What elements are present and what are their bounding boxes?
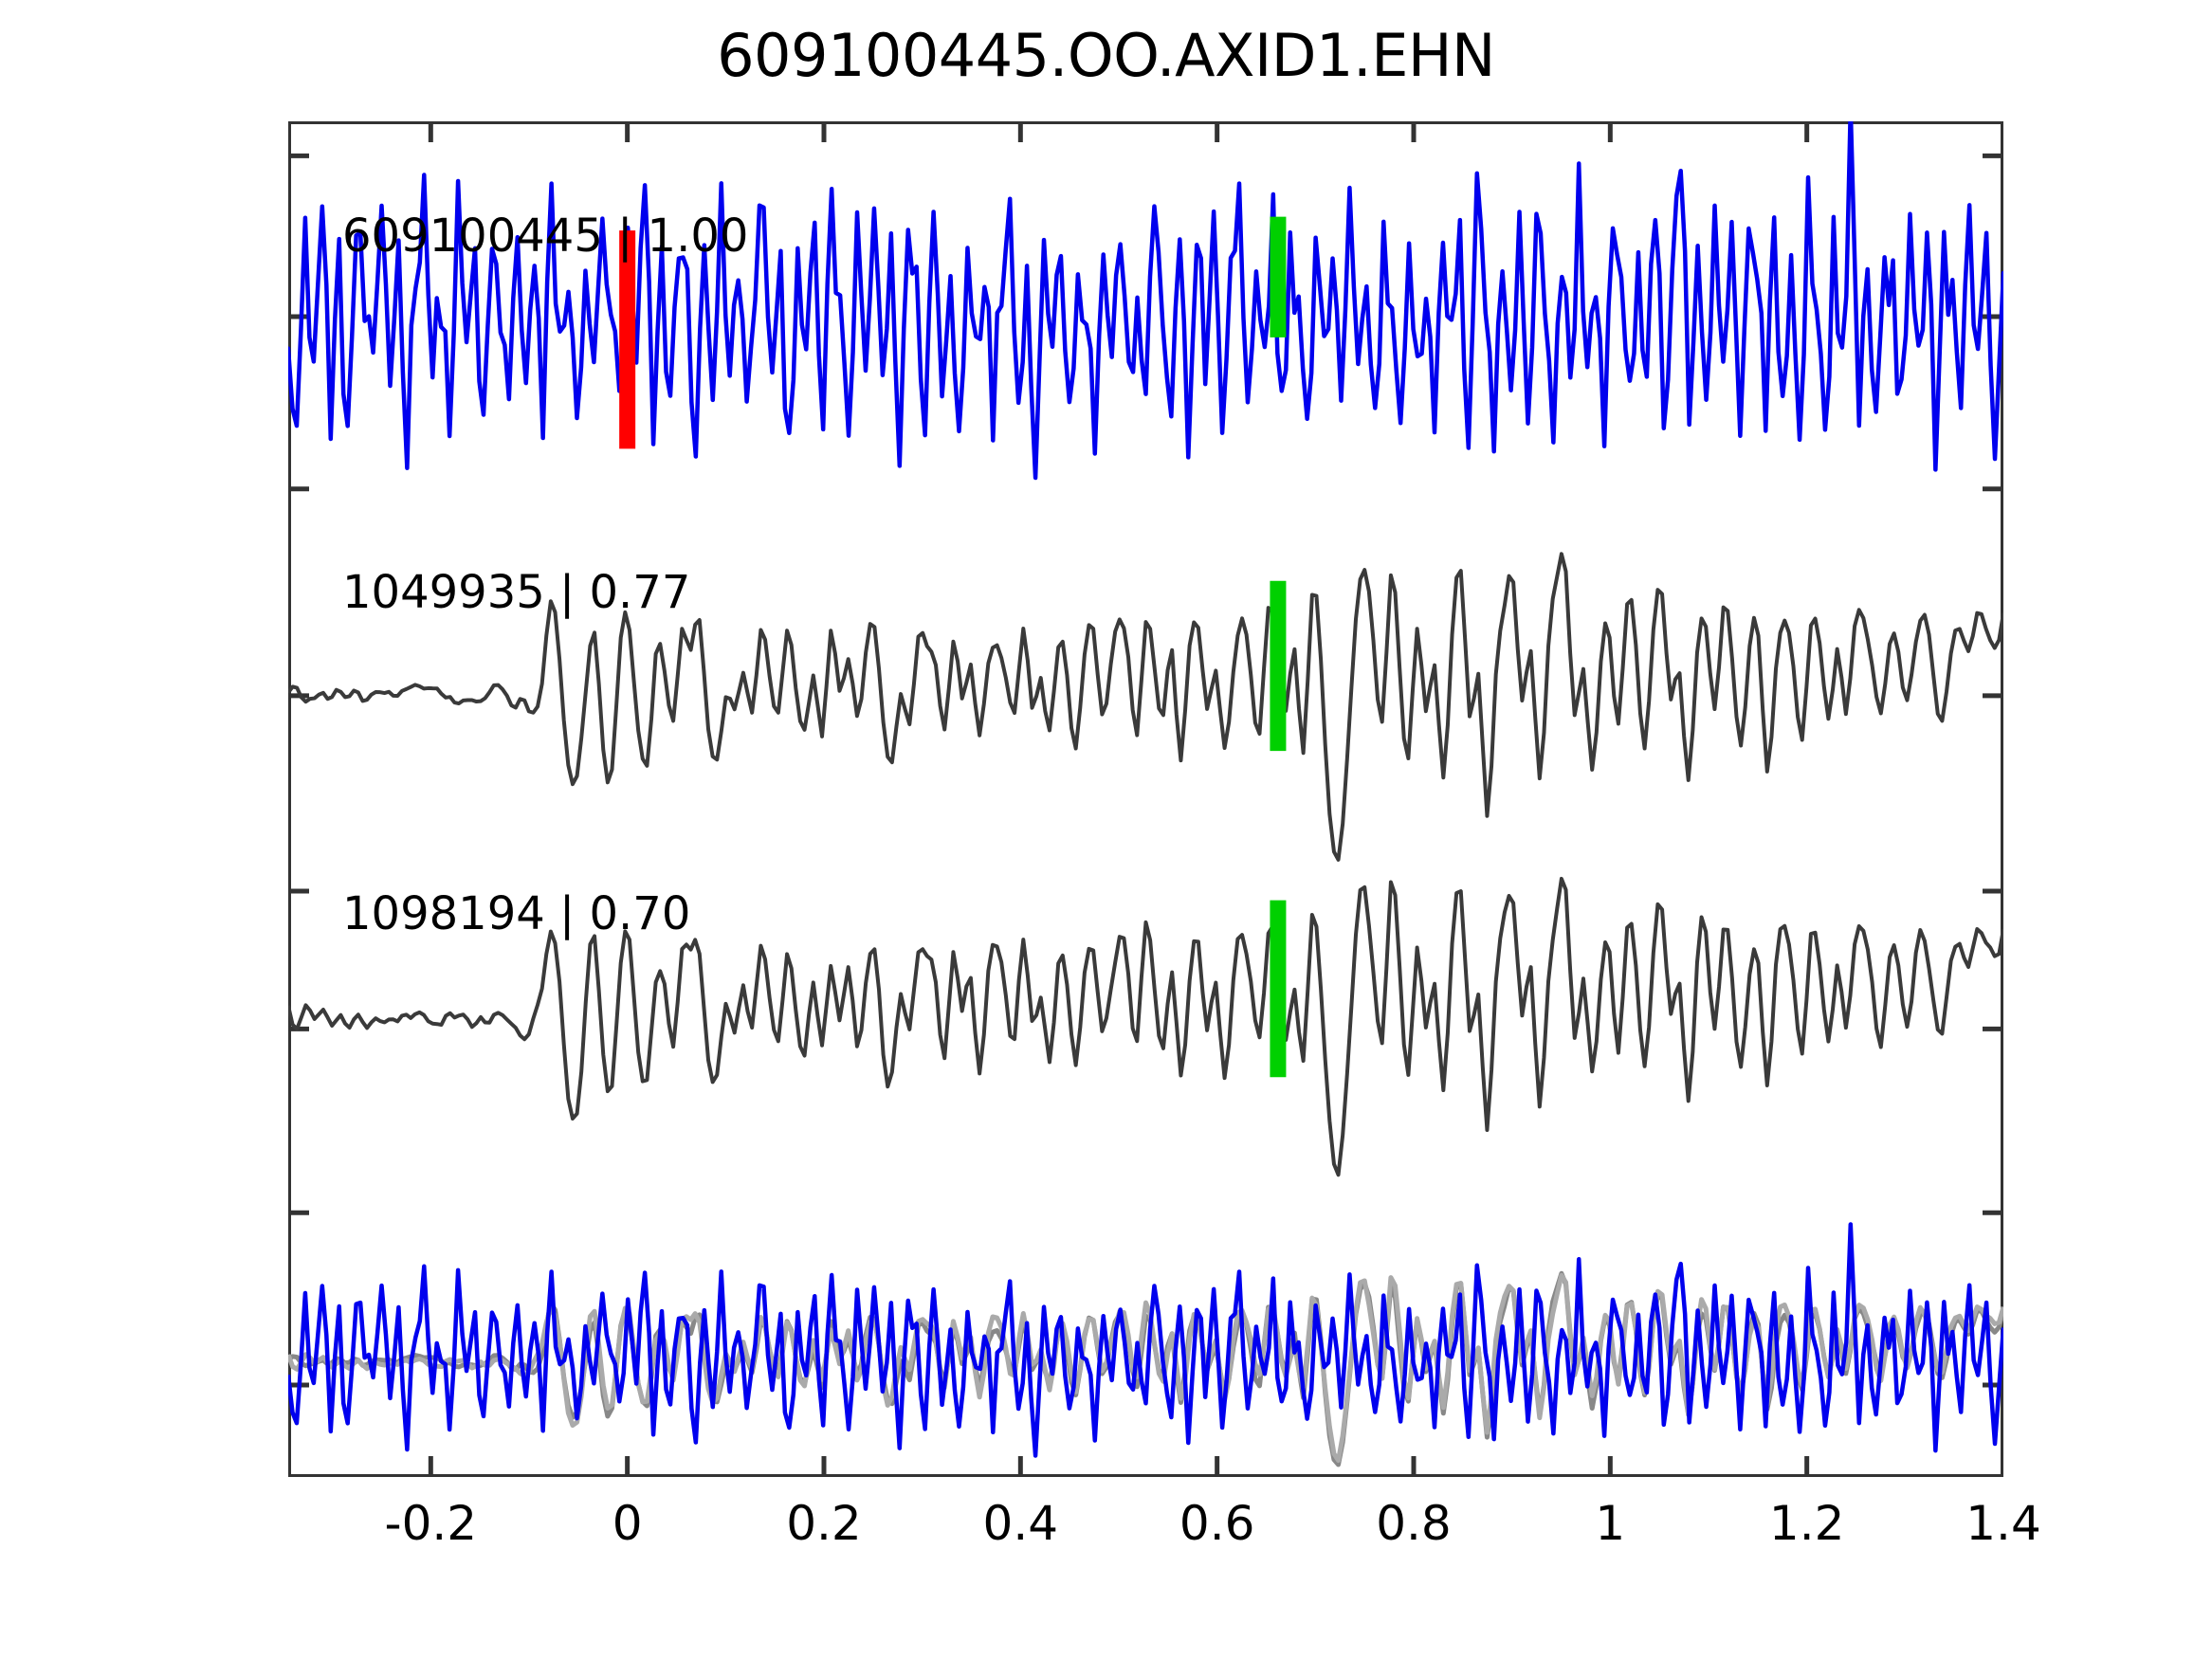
x-tick-label: 0.2: [786, 1496, 862, 1551]
x-axis-tick-labels: -0.2 0 0.2 0.4 0.6 0.8 1 1.2 1.4: [288, 1496, 2041, 1562]
pick-markers: [619, 216, 1287, 1078]
waveform-plot-svg: [288, 121, 2003, 1477]
plot-area: 609100445 | 1.00 1049935 | 0.77 1098194 …: [288, 121, 2003, 1477]
page-title: 609100445.OO.AXID1.EHN: [717, 21, 1495, 90]
waveform-traces: [288, 121, 2003, 1468]
x-tick-label: 1.4: [1965, 1496, 2041, 1551]
x-tick-label: 0.8: [1376, 1496, 1452, 1551]
x-tick-label: -0.2: [384, 1496, 478, 1551]
x-tick-label: 1.2: [1768, 1496, 1845, 1551]
trace-label-1049935: 1049935 | 0.77: [342, 565, 691, 619]
x-tick-label: 0.4: [982, 1496, 1059, 1551]
x-tick-label: 1: [1595, 1496, 1626, 1551]
axes-frame: [288, 121, 2003, 1477]
x-tick-label: 0: [612, 1496, 643, 1551]
trace-label-609100445: 609100445 | 1.00: [342, 210, 749, 264]
trace-label-1098194: 1098194 | 0.70: [342, 887, 691, 941]
axis-ticks: [288, 121, 2003, 1477]
x-tick-label: 0.6: [1179, 1496, 1255, 1551]
